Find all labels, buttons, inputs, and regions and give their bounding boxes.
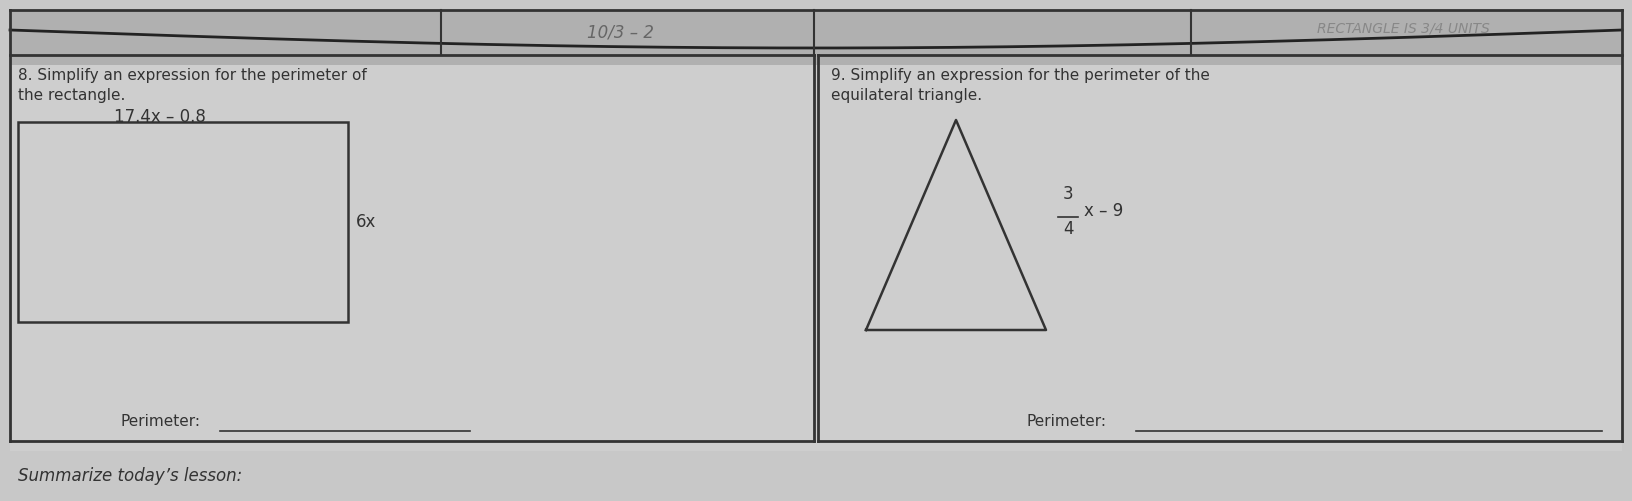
Text: 4: 4 <box>1062 220 1074 238</box>
Text: Perimeter:: Perimeter: <box>121 413 201 428</box>
Text: RECTANGLE IS 3/4 UNITS: RECTANGLE IS 3/4 UNITS <box>1317 21 1490 35</box>
Bar <box>10 10 1622 65</box>
Text: x – 9: x – 9 <box>1084 202 1123 220</box>
Text: Summarize today’s lesson:: Summarize today’s lesson: <box>18 467 242 485</box>
Text: 3: 3 <box>1062 185 1074 203</box>
Text: 10/3 – 2: 10/3 – 2 <box>586 23 654 41</box>
Text: 6x: 6x <box>356 213 377 231</box>
Text: 8. Simplify an expression for the perimeter of: 8. Simplify an expression for the perime… <box>18 68 367 83</box>
Text: the rectangle.: the rectangle. <box>18 88 126 103</box>
Text: 9. Simplify an expression for the perimeter of the: 9. Simplify an expression for the perime… <box>831 68 1209 83</box>
Bar <box>10 10 1622 451</box>
Bar <box>18 122 348 322</box>
Text: Perimeter:: Perimeter: <box>1027 413 1106 428</box>
Text: equilateral triangle.: equilateral triangle. <box>831 88 982 103</box>
Text: 17.4x – 0.8: 17.4x – 0.8 <box>114 108 206 126</box>
